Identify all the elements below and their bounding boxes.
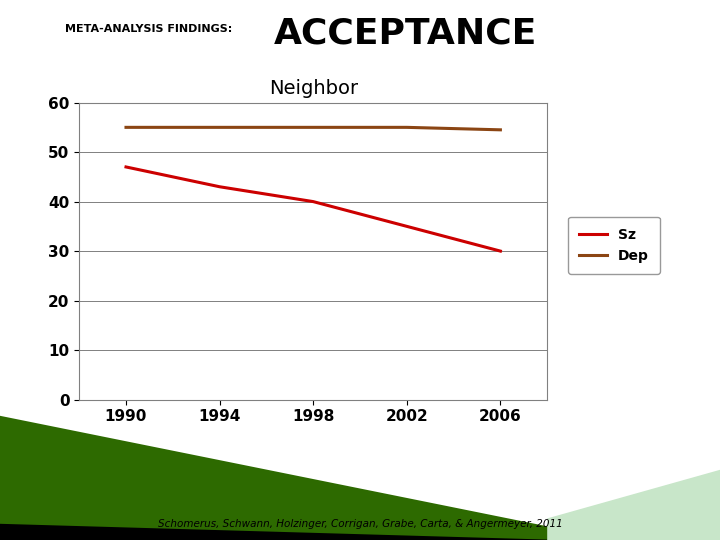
Dep (496, 126, 505, 133)
Polygon shape (0, 524, 562, 540)
Sz (402, 223, 411, 230)
Line: Sz: Sz (126, 167, 500, 251)
Dep (309, 124, 318, 131)
Sz (215, 184, 224, 190)
Sz (309, 198, 318, 205)
Sz (496, 248, 505, 254)
Text: ACCEPTANCE: ACCEPTANCE (274, 16, 537, 50)
Polygon shape (0, 416, 590, 540)
Dep (215, 124, 224, 131)
Dep (122, 124, 130, 131)
Text: Schomerus, Schwann, Holzinger, Corrigan, Grabe, Carta, & Angermeyer, 2011: Schomerus, Schwann, Holzinger, Corrigan,… (158, 519, 562, 529)
Legend: Sz, Dep: Sz, Dep (568, 217, 660, 274)
Line: Dep: Dep (126, 127, 500, 130)
Polygon shape (547, 470, 720, 540)
Title: Neighbor: Neighbor (269, 79, 358, 98)
Text: META-ANALYSIS FINDINGS:: META-ANALYSIS FINDINGS: (65, 24, 232, 35)
Sz (122, 164, 130, 170)
Dep (402, 124, 411, 131)
